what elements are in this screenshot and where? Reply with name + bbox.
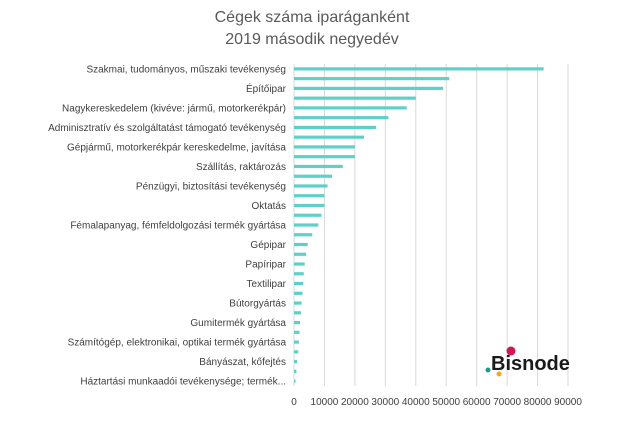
bar bbox=[294, 320, 301, 325]
category-label: Papíripar bbox=[245, 260, 286, 271]
bar bbox=[294, 330, 300, 334]
logo-dot-pink bbox=[506, 346, 516, 356]
x-tick-label: 90000 bbox=[554, 397, 582, 408]
bar bbox=[294, 184, 328, 188]
bar bbox=[294, 155, 355, 159]
bar bbox=[294, 223, 319, 227]
gridlines bbox=[293, 64, 569, 386]
bar bbox=[294, 252, 307, 256]
bar bbox=[294, 281, 304, 286]
bar bbox=[294, 164, 343, 169]
category-label: Gumitermék gyártása bbox=[190, 318, 286, 329]
bar bbox=[294, 379, 296, 383]
bar bbox=[294, 233, 313, 237]
category-label: Szállítás, raktározás bbox=[196, 162, 286, 173]
bar bbox=[294, 213, 322, 217]
bar bbox=[294, 86, 444, 90]
bar bbox=[294, 360, 298, 364]
category-label: Háztartási munkaadói tevékenysége; termé… bbox=[80, 377, 286, 388]
x-tick-label: 50000 bbox=[432, 397, 460, 408]
bar bbox=[294, 96, 416, 100]
bar bbox=[294, 77, 450, 81]
chart-title-line1: Cégek száma iparáganként bbox=[215, 9, 410, 26]
x-tick-label: 20000 bbox=[341, 397, 369, 408]
logo-text: Bisnode bbox=[491, 353, 570, 375]
bar bbox=[294, 311, 302, 315]
category-label: Bútorgyártás bbox=[229, 299, 286, 310]
category-label: Adminisztratív és szolgáltatást támogató… bbox=[48, 123, 286, 134]
category-labels: Szakmai, tudományos, műszaki tevékenység… bbox=[48, 64, 287, 387]
bisnode-logo: Bisnode bbox=[485, 346, 570, 377]
category-label: Pénzügyi, biztosítási tevékenység bbox=[136, 181, 286, 192]
x-tick-label: 60000 bbox=[463, 397, 491, 408]
bar bbox=[294, 350, 299, 354]
bar bbox=[294, 145, 355, 149]
x-tick-label: 40000 bbox=[402, 397, 430, 408]
category-label: Textilipar bbox=[247, 279, 287, 290]
chart-title-line2: 2019 második negyedév bbox=[225, 31, 398, 48]
category-label: Gépipar bbox=[250, 240, 286, 251]
bars bbox=[294, 67, 544, 383]
bar bbox=[294, 194, 325, 198]
x-axis-ticks: 0 10000 20000 30000 40000 50000 60000 70000 8000… bbox=[291, 397, 582, 408]
bar bbox=[294, 272, 304, 276]
bar bbox=[294, 67, 544, 71]
x-tick-label: 0 bbox=[291, 397, 297, 408]
bar bbox=[294, 369, 297, 373]
category-label: Építőipar bbox=[246, 82, 287, 95]
bar bbox=[294, 174, 333, 178]
category-label: Bányászat, kőfejtés bbox=[199, 357, 286, 368]
bar bbox=[294, 135, 365, 139]
category-label: Gépjármű, motorkerékpár kereskedelme, ja… bbox=[67, 142, 286, 153]
category-label: Szakmai, tudományos, műszaki tevékenység bbox=[86, 64, 286, 75]
bar bbox=[294, 125, 377, 130]
category-label: Nagykereskedelem (kivéve: jármű, motorke… bbox=[62, 103, 286, 114]
x-tick-label: 80000 bbox=[524, 397, 552, 408]
x-tick-label: 30000 bbox=[371, 397, 399, 408]
bar bbox=[294, 106, 407, 110]
bar bbox=[294, 116, 389, 120]
logo-dot-teal bbox=[485, 367, 491, 373]
category-label: Oktatás bbox=[252, 201, 286, 212]
bar bbox=[294, 301, 302, 305]
category-label: Számítógép, elektronikai, optikai termék… bbox=[68, 338, 287, 349]
logo-dot-orange bbox=[496, 371, 502, 377]
bar bbox=[294, 203, 325, 208]
bar bbox=[294, 242, 308, 247]
bar bbox=[294, 340, 299, 344]
x-tick-label: 70000 bbox=[493, 397, 521, 408]
x-tick-label: 10000 bbox=[311, 397, 339, 408]
category-label: Fémalapanyag, fémfeldolgozási termék gyá… bbox=[70, 221, 286, 232]
bar bbox=[294, 262, 305, 266]
bar bbox=[294, 291, 303, 295]
